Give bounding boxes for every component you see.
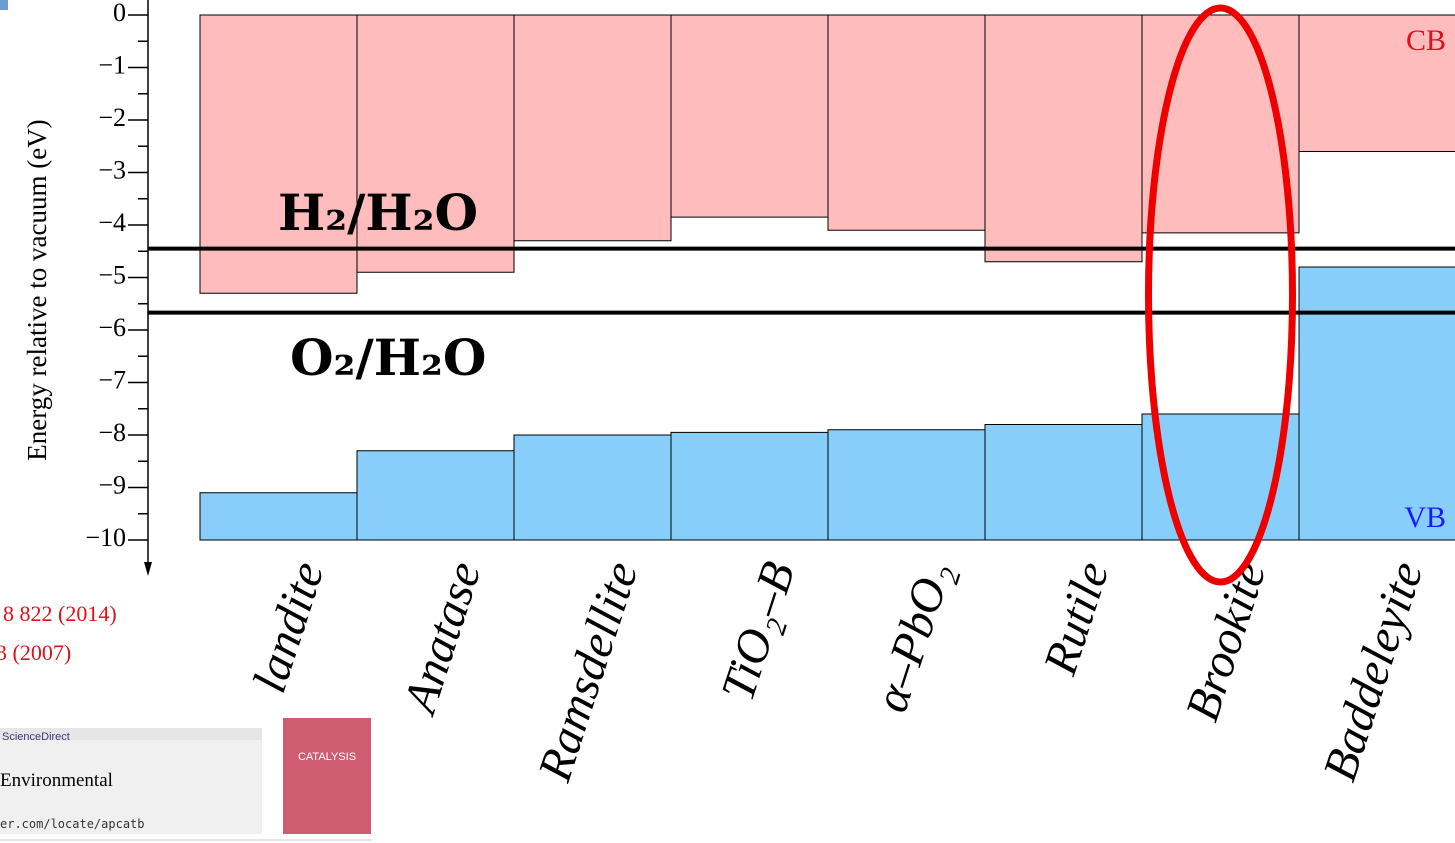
series-label: CB <box>1406 24 1446 57</box>
citation: 3 (2007) <box>0 640 71 665</box>
journal-name: Environmental <box>0 770 113 791</box>
valence-band <box>199 492 358 541</box>
y-tick-label: −7 <box>98 365 126 394</box>
citation: . 8 822 (2014) <box>0 601 117 626</box>
series-label: VB <box>1404 501 1446 534</box>
journal-banner <box>0 728 262 834</box>
y-tick-label: 0 <box>113 0 126 27</box>
category-label: TiO₂–B <box>711 555 805 706</box>
y-tick-label: −10 <box>85 523 126 552</box>
y-tick-label: −3 <box>98 155 126 184</box>
y-tick-label: −4 <box>98 208 126 237</box>
conduction-band <box>827 14 986 231</box>
journal-cover <box>283 718 371 834</box>
conduction-band <box>984 14 1143 263</box>
conduction-band <box>199 14 358 294</box>
journal-url: er.com/locate/apcatb <box>0 817 145 831</box>
reference-label: H₂/H₂O <box>278 183 478 242</box>
highlight-ellipse <box>1145 4 1296 586</box>
valence-band <box>984 424 1143 541</box>
category-label: Anatase <box>392 555 491 721</box>
journal-banner-top <box>0 728 262 740</box>
valence-band <box>1298 266 1455 541</box>
y-tick-label: −8 <box>98 418 126 447</box>
reference-label: O₂/H₂O <box>290 328 486 387</box>
valence-band <box>356 450 515 541</box>
category-label: Baddeleyite <box>1313 555 1433 787</box>
conduction-band <box>1141 14 1300 234</box>
valence-band <box>670 431 829 541</box>
conduction-band <box>670 14 829 218</box>
y-tick-label: −9 <box>98 470 126 499</box>
y-axis-label: Energy relative to vacuum (eV) <box>22 119 52 460</box>
valence-band <box>513 434 672 541</box>
category-label: Rutile <box>1033 555 1119 681</box>
y-tick-label: −6 <box>98 313 126 342</box>
category-label: landite <box>243 555 335 698</box>
y-tick-label: −5 <box>98 260 126 289</box>
y-tick-label: −1 <box>98 50 126 79</box>
category-label: α–PbO₂ <box>864 555 962 718</box>
cover-title: CATALYSIS <box>298 751 356 763</box>
valence-band <box>827 429 986 541</box>
source-name: ScienceDirect <box>2 731 70 743</box>
conduction-band <box>356 14 515 273</box>
conduction-band <box>1298 14 1455 152</box>
y-axis-arrow <box>144 562 152 576</box>
category-label: Ramsdellite <box>528 555 649 788</box>
y-tick-label: −2 <box>98 103 126 132</box>
corner-mark <box>0 0 8 10</box>
conduction-band <box>513 14 672 242</box>
